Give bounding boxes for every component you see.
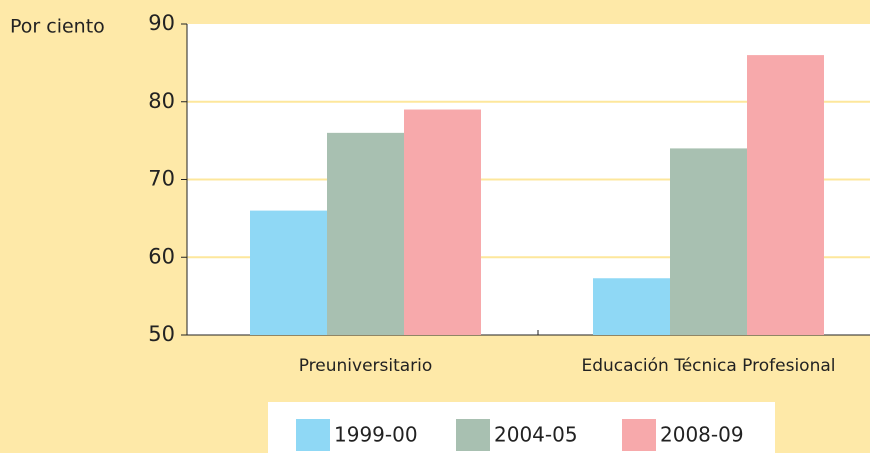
bar (327, 132, 404, 335)
bar (404, 109, 481, 336)
y-tick-label: 50 (148, 322, 175, 346)
bar (593, 278, 670, 335)
y-tick-label: 90 (148, 11, 175, 35)
legend-swatch (456, 419, 490, 451)
legend-label: 1999-00 (334, 423, 418, 447)
x-tick-label: Preuniversitario (299, 356, 433, 376)
y-tick-label: 80 (148, 89, 175, 113)
legend-label: 2008-09 (660, 423, 744, 447)
bar (747, 55, 824, 335)
legend-label: 2004-05 (494, 423, 578, 447)
x-tick-label: Educación Técnica Profesional (582, 356, 836, 376)
legend-swatch (622, 419, 656, 451)
bar (670, 148, 747, 335)
legend (268, 402, 775, 453)
legend-swatch (296, 419, 330, 451)
y-axis-label: Por ciento (10, 16, 105, 38)
y-tick-label: 70 (148, 167, 175, 191)
y-tick-label: 60 (148, 244, 175, 268)
bar (250, 210, 327, 335)
